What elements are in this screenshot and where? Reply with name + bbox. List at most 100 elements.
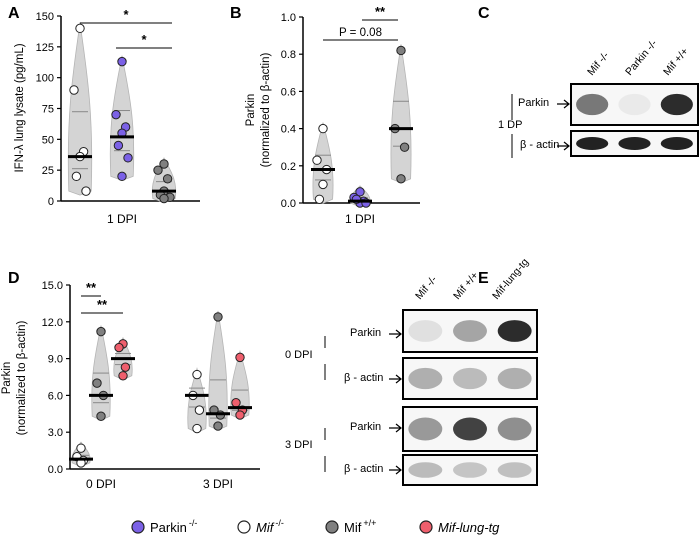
panelD-group-5-point bbox=[235, 352, 245, 363]
panelA-group-1-point bbox=[111, 109, 121, 120]
legend-label-superscript: -/- bbox=[275, 518, 284, 528]
panelB-yaxis-tick-label: 0.6 bbox=[281, 86, 296, 98]
legend-marker bbox=[419, 520, 433, 534]
panelE-arrow-icon bbox=[389, 465, 402, 475]
panelE-arrow-icon bbox=[389, 329, 402, 339]
panelB-group-0-point bbox=[318, 123, 328, 134]
panelB-yaxis-tick-label: 0.4 bbox=[281, 124, 296, 136]
panelA-group-0-point bbox=[69, 85, 79, 95]
panelE-row-label: Parkin bbox=[350, 327, 381, 339]
legend-label: Parkin -/- bbox=[150, 518, 197, 535]
panelE-lane-label: Mif-lung-tg bbox=[490, 256, 531, 302]
panelA-group-2-point bbox=[159, 159, 169, 169]
panelD-yaxis-tick-label: 6.0 bbox=[48, 390, 63, 402]
panelE-arrow-icon bbox=[389, 374, 402, 384]
panelC-lane-label: Mif -/- bbox=[585, 49, 612, 78]
panelA-yaxis-tick-label: 50 bbox=[42, 134, 54, 146]
panelA-yaxis-tick-label: 150 bbox=[36, 11, 54, 23]
panelC-row-label-parkin: Parkin bbox=[518, 97, 549, 109]
panelD-group-2-point bbox=[120, 362, 131, 372]
panelE-timepoint-label: 0 DPI bbox=[285, 349, 313, 361]
panelE-blot-actin-3-band bbox=[497, 462, 532, 478]
panelD-xtick-label: 0 DPI bbox=[86, 477, 116, 491]
panelC-blot-actin-band bbox=[660, 137, 693, 150]
panelB-sig-1-label: P = 0.08 bbox=[339, 27, 382, 39]
panelA-group-2-point bbox=[153, 165, 163, 175]
panelD-yaxis-tick-label: 12.0 bbox=[42, 317, 63, 329]
panelD-sig-1-label: ** bbox=[86, 280, 97, 295]
panelA-group-1-point bbox=[123, 153, 133, 163]
panelB-group-2-point bbox=[396, 174, 406, 184]
panelC-arrow-icon bbox=[557, 99, 570, 109]
panelA-group-1-point bbox=[117, 171, 127, 182]
panelD-group-3-point bbox=[192, 423, 202, 434]
panelD-yaxis-tick-label: 3.0 bbox=[48, 427, 63, 439]
panelD-group-4-point bbox=[213, 421, 223, 431]
panelD-sig-2-label: ** bbox=[97, 297, 108, 312]
panelB-sig-2-label: ** bbox=[375, 4, 386, 19]
panelA-yaxis-tick-label: 0 bbox=[48, 196, 54, 208]
panelA-group-0-point bbox=[75, 23, 85, 34]
legend-label: Mif -/- bbox=[256, 518, 284, 535]
legend-label-text: Mif bbox=[344, 520, 362, 535]
panel-label-E: E bbox=[478, 270, 489, 287]
legend-label-superscript: -/- bbox=[189, 518, 198, 528]
panelC-blot-parkin-band bbox=[618, 93, 651, 116]
panelA-group-0-violin bbox=[67, 22, 93, 196]
panelB-group-0-violin bbox=[312, 122, 334, 204]
panelE-arrow-icon bbox=[389, 423, 402, 433]
panelE-row-label: Parkin bbox=[350, 421, 381, 433]
panelD-group-5-point bbox=[235, 410, 245, 420]
panelB-yaxis-tick-label: 1.0 bbox=[281, 12, 296, 24]
panelC-lane-label: Parkin -/- bbox=[623, 37, 660, 78]
panelE-blot-actin-0-band bbox=[497, 367, 532, 390]
panelB-group-1-point bbox=[355, 187, 365, 197]
panelE-blot-actin-3-band bbox=[453, 462, 487, 478]
panelB-yaxis-tick-label: 0.8 bbox=[281, 49, 296, 61]
panelD-group-4-point bbox=[213, 312, 223, 322]
panel-label-D: D bbox=[8, 270, 20, 287]
legend-label-text: Parkin bbox=[150, 520, 187, 535]
panelB-xtick-label: 1 DPI bbox=[345, 212, 375, 226]
panelA-xtick-label: 1 DPI bbox=[107, 212, 137, 226]
panelD-yaxis-tick-label: 15.0 bbox=[42, 280, 63, 292]
panelA-group-0-point bbox=[81, 186, 91, 196]
panelE-blot-actin-3-band bbox=[408, 462, 443, 478]
panelC-blot-actin-band bbox=[576, 137, 609, 150]
panelE-lane-label: Mif -/- bbox=[413, 273, 440, 302]
panelE-blot-parkin-3-band bbox=[408, 417, 443, 441]
panelE-blot-parkin-0-band bbox=[408, 320, 443, 342]
panel-label-A: A bbox=[8, 5, 20, 22]
panelB-ylabel-line2: (normalized to β-actin) bbox=[260, 53, 272, 168]
panelC-blot-actin-band bbox=[618, 137, 651, 150]
panelB-group-0-point bbox=[314, 194, 325, 204]
panelE-lane-label: Mif +/+ bbox=[451, 270, 481, 302]
panelE-blot-parkin-0-band bbox=[453, 320, 487, 342]
panelC-blot-parkin-band bbox=[576, 93, 609, 116]
panelA-yaxis-tick-label: 75 bbox=[42, 104, 54, 116]
legend-label-superscript: +/+ bbox=[363, 518, 376, 528]
panelE-blot-parkin-0-band bbox=[497, 320, 532, 342]
panelD-group-3-point bbox=[194, 405, 205, 415]
legend: Parkin -/- Mif -/- Mif +/+ Mif-lung-tg bbox=[131, 518, 500, 535]
panelD-ylabel-line1: Parkin bbox=[1, 362, 13, 395]
panelE-row-label: β - actin bbox=[344, 372, 383, 384]
panelC-row-label-actin: β - actin bbox=[520, 139, 559, 151]
legend-marker bbox=[131, 520, 145, 534]
panelE-blot-actin-0-band bbox=[453, 367, 487, 390]
panelA-sig-1-label: * bbox=[123, 7, 129, 22]
panelA-group-2-point bbox=[162, 174, 173, 184]
panel-label-B: B bbox=[230, 5, 242, 22]
panelB-group-2-violin bbox=[390, 44, 412, 184]
panelB-group-2-point bbox=[399, 142, 410, 152]
panelE-blot-parkin-3-band bbox=[453, 417, 487, 441]
legend-label: Mif +/+ bbox=[344, 518, 376, 535]
panelD-group-3-point bbox=[192, 369, 202, 380]
panelD-ylabel-line2: (normalized to β-actin) bbox=[16, 321, 28, 436]
panelB-yaxis-tick-label: 0.2 bbox=[281, 161, 296, 173]
legend-label: Mif-lung-tg bbox=[438, 520, 500, 535]
panelE-blot-actin-0-band bbox=[408, 367, 443, 390]
panelB-yaxis-tick-label: 0.0 bbox=[281, 198, 296, 210]
panelB-ylabel-line1: Parkin bbox=[245, 94, 257, 127]
